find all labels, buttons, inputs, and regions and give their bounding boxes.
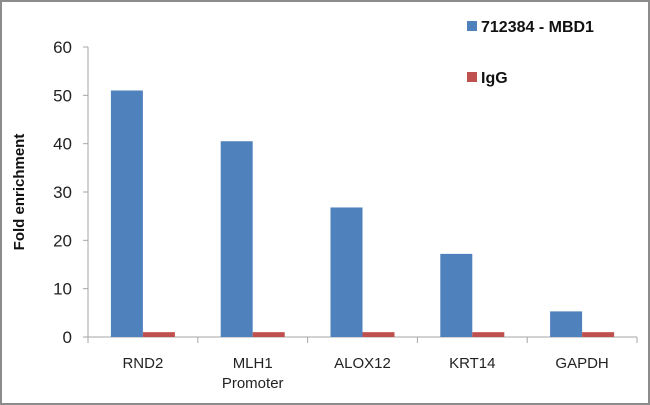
bar-igg: [252, 332, 285, 337]
y-tick-label: 50: [53, 86, 72, 105]
y-tick-label: 30: [53, 183, 72, 202]
y-tick-label: 60: [53, 38, 72, 57]
bar-igg: [142, 332, 175, 337]
legend-swatch: [467, 72, 477, 82]
legend-swatch: [467, 21, 477, 31]
bar-mbd1: [110, 90, 143, 337]
bar-mbd1: [440, 253, 473, 337]
bar-igg: [362, 332, 395, 337]
y-tick-label: 40: [53, 135, 72, 154]
bar-mbd1: [330, 207, 363, 337]
bar-igg: [582, 332, 615, 337]
y-tick-label: 10: [53, 280, 72, 299]
bar-igg: [472, 332, 505, 337]
x-tick-label: MLH1: [233, 355, 273, 372]
x-tick-label: RND2: [122, 355, 163, 372]
y-tick-label: 20: [53, 231, 72, 250]
x-tick-label: KRT14: [449, 355, 495, 372]
x-tick-label: Promoter: [222, 375, 284, 392]
y-axis-label: Fold enrichment: [11, 134, 28, 251]
x-tick-label: GAPDH: [555, 355, 608, 372]
bar-mbd1: [550, 311, 583, 337]
bar-mbd1: [220, 141, 253, 337]
x-tick-label: ALOX12: [334, 355, 391, 372]
legend-label: 712384 - MBD1: [481, 19, 594, 36]
y-tick-label: 0: [63, 328, 72, 347]
legend-label: IgG: [481, 70, 508, 87]
